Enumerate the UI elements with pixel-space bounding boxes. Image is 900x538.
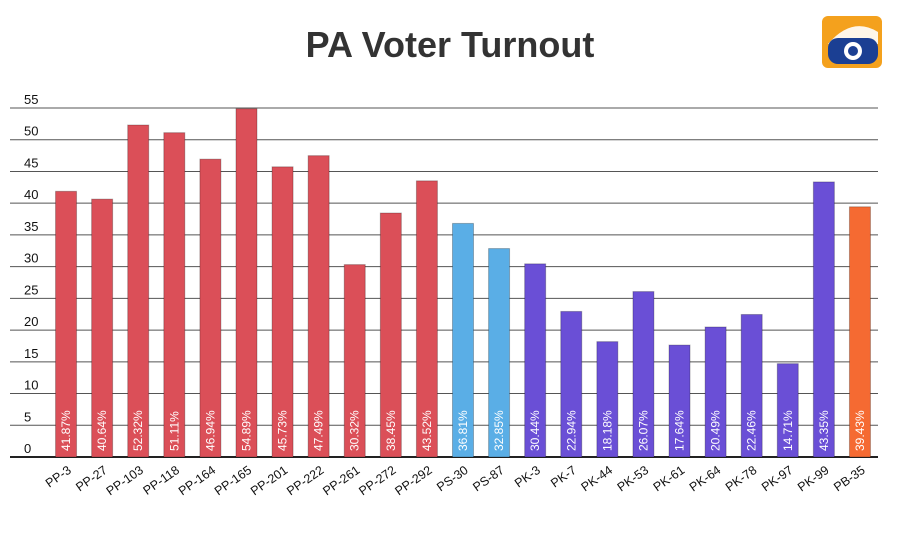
data-label: 41.87% [59, 410, 73, 451]
y-tick-label: 20 [24, 314, 38, 329]
data-label: 43.35% [817, 410, 831, 451]
data-label: 40.64% [95, 410, 109, 451]
bar-pp-201 [271, 166, 294, 458]
bar-pk-97 [776, 363, 799, 458]
data-label: 30.32% [348, 410, 362, 451]
bar-ps-30 [452, 222, 474, 458]
bar-pp-3 [55, 190, 78, 458]
x-tick-label: PK-3 [512, 463, 543, 490]
data-label: 46.94% [203, 410, 217, 451]
bar-pp-222 [307, 155, 330, 458]
bar-pk-78 [740, 313, 763, 458]
bar-pp-27 [91, 198, 114, 458]
bar-pb-35 [848, 206, 871, 458]
y-tick-label: 40 [24, 187, 38, 202]
x-tick-label: PS-87 [470, 463, 507, 494]
data-label: 52.32% [131, 410, 145, 451]
bar-pk-3 [524, 263, 547, 458]
gridlines [10, 107, 878, 458]
y-axis: 0 5 10 15 20 25 30 35 40 45 50 55 [24, 92, 38, 456]
x-tick-label: PP-103 [104, 463, 146, 498]
data-label: 54.89% [239, 410, 253, 451]
y-tick-label: 25 [24, 282, 38, 297]
x-tick-label: PP-3 [43, 463, 74, 490]
y-tick-label: 45 [24, 155, 38, 170]
x-tick-label: PK-99 [795, 463, 832, 494]
data-label: 32.85% [492, 410, 506, 451]
data-label: 45.73% [276, 410, 290, 451]
data-label: 14.71% [781, 410, 795, 451]
x-tick-label: PK-61 [651, 463, 688, 494]
x-tick-label: PK-64 [687, 463, 724, 494]
y-tick-label: 10 [24, 378, 38, 393]
chart-title: PA Voter Turnout [305, 24, 595, 65]
x-tick-label: PP-165 [212, 463, 254, 498]
data-label: 51.11% [167, 411, 181, 451]
bar-pp-164 [199, 158, 222, 458]
x-tick-label: PP-201 [248, 463, 290, 498]
x-tick-label: PP-222 [284, 463, 326, 498]
y-tick-label: 0 [24, 441, 31, 456]
x-tick-label: PK-97 [759, 463, 796, 494]
x-tick-label: PP-164 [176, 463, 218, 498]
x-tick-label: PK-53 [615, 463, 652, 494]
bar-pk-61 [668, 344, 691, 458]
data-label: 22.94% [564, 410, 578, 451]
x-tick-label: PP-272 [356, 463, 398, 498]
bar-pk-64 [704, 326, 727, 458]
x-tick-label: PK-7 [548, 463, 579, 490]
geo-news-logo-icon [822, 16, 882, 68]
bar-pp-261 [343, 264, 366, 458]
y-tick-label: 35 [24, 219, 38, 234]
bar-pp-272 [379, 212, 402, 458]
x-tick-label: PP-118 [141, 463, 182, 498]
y-tick-label: 15 [24, 346, 38, 361]
x-tick-label: PB-35 [831, 463, 868, 494]
data-label: 43.52% [420, 410, 434, 451]
x-tick-label: PP-292 [392, 463, 434, 498]
x-tick-label: PK-78 [723, 463, 760, 494]
data-label: 17.64% [673, 410, 687, 451]
bar-pk-44 [596, 341, 619, 458]
bar-pk-53 [632, 291, 655, 458]
x-tick-label: PS-30 [434, 463, 471, 494]
data-label: 36.81% [456, 410, 470, 451]
data-label: 39.43% [853, 410, 867, 451]
x-axis: PP-3 PP-27PP-103PP-118PP-164PP-165PP-201P… [43, 463, 868, 498]
bar-ps-87 [488, 248, 511, 458]
data-label: 47.49% [312, 410, 326, 451]
bar-pp-292 [415, 180, 438, 458]
bar-pk-7 [560, 310, 583, 458]
y-tick-label: 55 [24, 92, 38, 107]
data-label: 38.45% [384, 410, 398, 451]
x-tick-label: PP-261 [320, 463, 362, 498]
data-label: 26.07% [636, 410, 650, 451]
data-label: 20.49% [709, 410, 723, 451]
y-tick-label: 5 [24, 409, 31, 424]
bars: 41.87% 40.64% 52.32% 51.11% 46.94% 54.89% 45.7… [55, 108, 871, 458]
x-tick-label: PK-44 [579, 463, 616, 494]
bar-pp-103 [127, 124, 150, 458]
bar-pp-118 [163, 132, 186, 458]
x-tick-label: PP-27 [73, 463, 110, 494]
bar-pp-165 [235, 108, 258, 458]
data-label: 22.46% [745, 410, 759, 451]
y-tick-label: 30 [24, 251, 38, 266]
data-label: 30.44% [528, 410, 542, 451]
data-label: 18.18% [600, 410, 614, 451]
bar-pk-99 [812, 181, 835, 458]
y-tick-label: 50 [24, 124, 38, 139]
